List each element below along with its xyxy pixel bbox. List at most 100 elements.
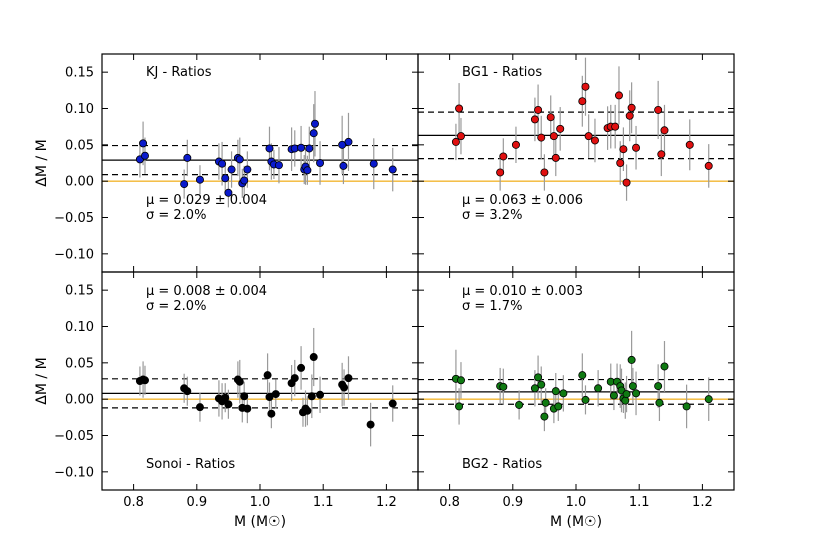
data-point: [541, 398, 550, 407]
x-axis-label: M (M☉): [234, 514, 286, 530]
mean-annotation: μ = 0.029 ± 0.004: [146, 193, 267, 208]
data-point: [628, 382, 637, 391]
data-point: [455, 104, 464, 113]
data-point: [240, 176, 249, 185]
y-tick-label: 0.10: [65, 320, 94, 335]
data-point: [554, 402, 563, 411]
data-point: [309, 129, 318, 138]
data-point: [654, 382, 663, 391]
y-tick-label: −0.10: [54, 465, 94, 480]
data-point: [559, 389, 568, 398]
data-point: [499, 152, 508, 161]
data-point: [243, 165, 252, 174]
y-axis-label: ΔM / M: [34, 139, 50, 186]
x-tick-label: 0.9: [186, 495, 207, 510]
data-point: [388, 399, 397, 408]
data-point: [309, 353, 318, 362]
data-point: [316, 158, 325, 167]
data-point: [455, 402, 464, 411]
data-point: [540, 168, 549, 177]
data-point: [660, 126, 669, 135]
data-point: [297, 143, 306, 152]
x-tick-label: 1.0: [566, 495, 587, 510]
y-tick-label: 0.00: [65, 175, 94, 190]
data-point: [290, 374, 299, 383]
x-tick-label: 1.1: [629, 495, 650, 510]
data-point: [704, 161, 713, 170]
data-point: [240, 392, 249, 401]
data-point: [632, 389, 641, 398]
y-tick-label: 0.05: [65, 356, 94, 371]
data-point: [540, 412, 549, 421]
data-point: [339, 161, 348, 170]
data-point: [499, 382, 508, 391]
data-point: [515, 400, 524, 409]
y-tick-label: 0.15: [65, 66, 94, 81]
data-point: [632, 143, 641, 152]
data-point: [530, 384, 539, 393]
data-point: [340, 383, 349, 392]
data-point: [655, 398, 664, 407]
sigma-annotation: σ = 2.0%: [146, 208, 206, 223]
mean-annotation: μ = 0.010 ± 0.003: [462, 284, 583, 299]
x-axis-label: M (M☉): [550, 514, 602, 530]
data-point: [578, 371, 587, 380]
mean-annotation: μ = 0.008 ± 0.004: [146, 284, 267, 299]
data-point: [594, 384, 603, 393]
data-point: [344, 137, 353, 146]
data-point: [549, 132, 558, 141]
panel-title: BG2 - Ratios: [462, 457, 542, 472]
data-point: [654, 105, 663, 114]
data-point: [530, 115, 539, 124]
data-point: [621, 396, 630, 405]
data-point: [551, 387, 560, 396]
data-point: [265, 144, 274, 153]
data-point: [310, 119, 319, 128]
sigma-annotation: σ = 3.2%: [462, 208, 522, 223]
panel-title: KJ - Ratios: [146, 65, 212, 80]
data-point: [195, 175, 204, 184]
data-point: [221, 393, 230, 402]
mean-annotation: μ = 0.063 ± 0.006: [462, 193, 583, 208]
data-point: [243, 404, 252, 413]
data-point: [616, 158, 625, 167]
data-point: [183, 387, 192, 396]
data-point: [619, 145, 628, 154]
data-point: [551, 153, 560, 162]
panel-frame: [417, 271, 735, 491]
data-point: [584, 132, 593, 141]
x-tick-label: 1.2: [376, 495, 397, 510]
data-point: [611, 122, 620, 131]
x-tick-label: 1.2: [692, 495, 713, 510]
data-point: [316, 390, 325, 399]
data-point: [456, 132, 465, 141]
data-point: [388, 165, 397, 174]
data-point: [534, 105, 543, 114]
data-point: [625, 111, 634, 120]
data-point: [581, 395, 590, 404]
y-tick-label: 0.15: [65, 284, 94, 299]
y-tick-label: 0.00: [65, 393, 94, 408]
data-point: [657, 150, 666, 159]
data-point: [140, 376, 149, 385]
y-tick-label: −0.05: [54, 429, 94, 444]
x-tick-label: 0.9: [502, 495, 523, 510]
data-point: [303, 406, 312, 415]
data-point: [546, 113, 555, 122]
data-point: [263, 371, 272, 380]
data-point: [685, 140, 694, 149]
data-point: [627, 355, 636, 364]
data-point: [451, 137, 460, 146]
x-tick-label: 1.0: [250, 495, 271, 510]
data-point: [581, 82, 590, 91]
data-point: [307, 392, 316, 401]
data-point: [456, 376, 465, 385]
data-point: [537, 380, 546, 389]
data-point: [366, 420, 375, 429]
data-point: [140, 151, 149, 160]
